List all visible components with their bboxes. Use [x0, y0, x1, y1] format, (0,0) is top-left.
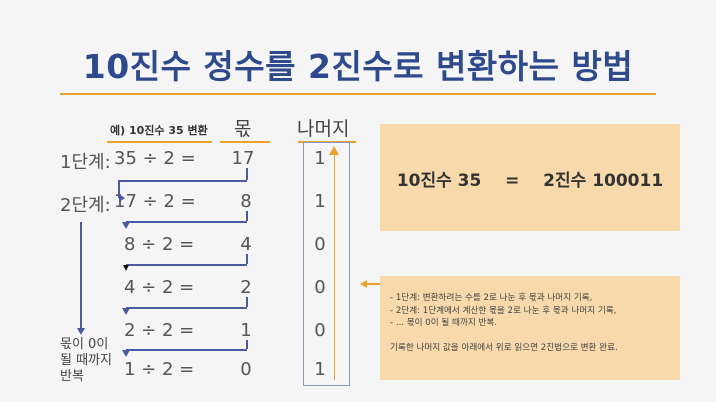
example-underline — [107, 141, 212, 143]
result-equals: = — [505, 171, 520, 191]
step-label-1: 1단계: — [60, 152, 111, 173]
example-label: 예) 10진수 35 변환 — [110, 124, 208, 137]
repeat-note: 몫이 0이 될 때까지 반복 — [60, 337, 112, 384]
result-box — [380, 124, 680, 231]
quotient-6: 0 — [240, 359, 252, 380]
note-pointer-arrow — [366, 283, 380, 285]
remainder-header: 나머지 — [297, 118, 350, 140]
title-underline — [60, 93, 656, 95]
step-expr-6: 1 ÷ 2 = — [124, 359, 195, 380]
read-upward-arrow — [334, 148, 335, 380]
quotient-3: 4 — [240, 234, 252, 255]
notes-text: - 1단계: 변환하려는 수를 2로 나눈 후 몫과 나머지 기록, - 2단계… — [390, 293, 618, 353]
step-expr-1: 35 ÷ 2 = — [114, 148, 196, 169]
quotient-header: 몫 — [234, 118, 252, 140]
remainder-1: 1 — [314, 148, 326, 169]
quotient-4: 2 — [240, 277, 252, 298]
step-expr-2: 17 ÷ 2 = — [114, 191, 196, 212]
page-title: 10진수 정수를 2진수로 변환하는 방법 — [82, 47, 634, 86]
quotient-5: 1 — [240, 320, 252, 341]
remainder-3: 0 — [314, 234, 326, 255]
step-expr-3: 8 ÷ 2 = — [124, 234, 195, 255]
step-expr-4: 4 ÷ 2 = — [124, 277, 195, 298]
read-upward-arrow-head-icon — [329, 146, 339, 155]
remainder-column-box — [303, 142, 350, 386]
quotient-1: 17 — [231, 148, 255, 169]
notes-box — [380, 276, 680, 380]
result-text: 10진수 35 = 2진수 100011 — [380, 166, 680, 191]
step-expr-5: 2 ÷ 2 = — [124, 320, 195, 341]
quotient-underline — [220, 141, 270, 143]
remainder-6: 1 — [314, 359, 326, 380]
step-label-2: 2단계: — [60, 195, 111, 216]
remainder-5: 0 — [314, 320, 326, 341]
result-binary: 2진수 100011 — [543, 171, 664, 191]
remainder-2: 1 — [314, 191, 326, 212]
remainder-4: 0 — [314, 277, 326, 298]
note-pointer-arrow-head-icon — [360, 280, 367, 288]
result-decimal: 10진수 35 — [396, 171, 482, 191]
quotient-2: 8 — [240, 191, 252, 212]
